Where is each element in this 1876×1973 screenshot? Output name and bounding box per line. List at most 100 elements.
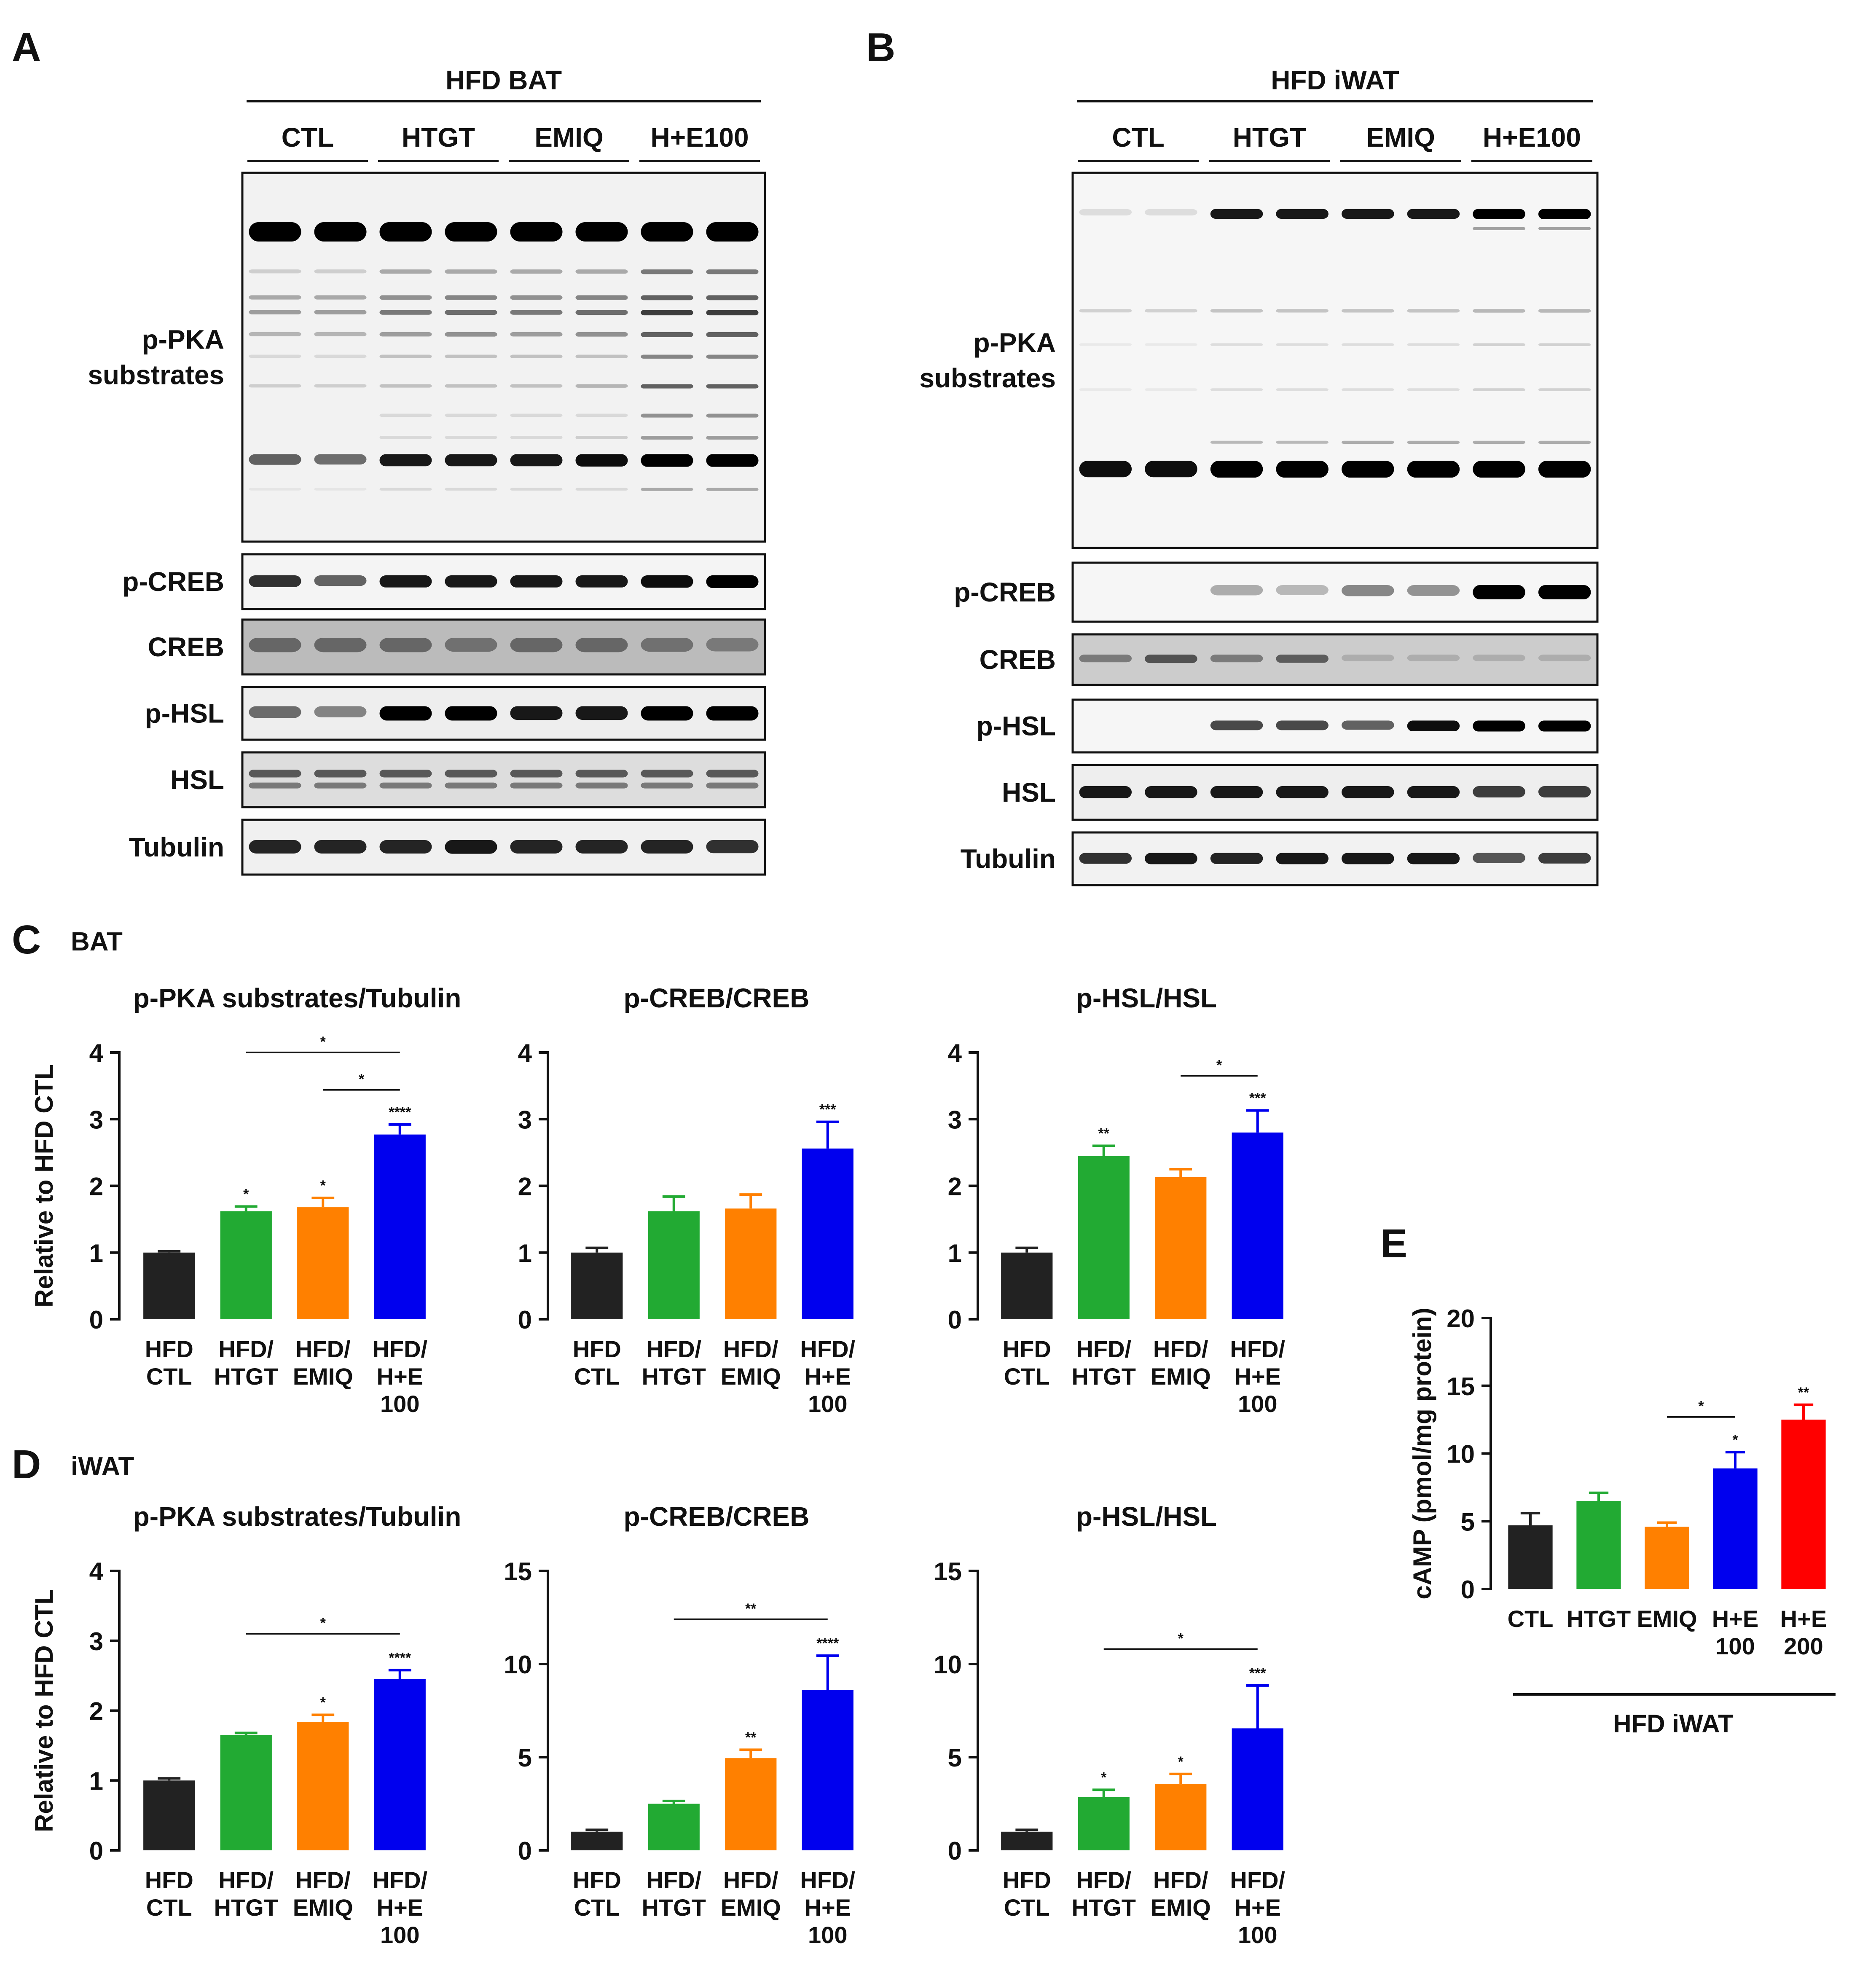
blot-band bbox=[641, 782, 693, 789]
significance-mark: **** bbox=[389, 1104, 411, 1120]
blot-band bbox=[575, 575, 628, 588]
y-tick-label: 4 bbox=[89, 1039, 104, 1067]
blot-band bbox=[706, 295, 759, 301]
y-tick-label: 15 bbox=[504, 1557, 532, 1586]
blot-band bbox=[314, 310, 367, 314]
bar bbox=[725, 1208, 777, 1319]
blot-band bbox=[379, 840, 432, 854]
significance-mark: * bbox=[1732, 1432, 1738, 1448]
blot-band bbox=[379, 770, 432, 778]
x-tick-label: HFD bbox=[573, 1336, 621, 1362]
blot-band bbox=[510, 310, 563, 315]
blot-band bbox=[510, 454, 563, 467]
blot-band bbox=[1407, 343, 1460, 346]
group-label: EMIQ bbox=[534, 122, 604, 153]
blot-label: p-HSL bbox=[145, 698, 224, 729]
blot-band bbox=[1407, 655, 1460, 661]
blot-band bbox=[249, 354, 301, 358]
y-tick-label: 2 bbox=[89, 1173, 103, 1201]
panel-letter: B bbox=[866, 25, 895, 70]
blot-band bbox=[445, 706, 497, 721]
x-tick-label: H+E bbox=[1235, 1363, 1281, 1390]
bar bbox=[802, 1148, 853, 1319]
y-axis-label: Relative to HFD CTL bbox=[30, 1589, 58, 1832]
x-tick-label: HFD bbox=[573, 1867, 621, 1893]
chart-title: p-CREB/CREB bbox=[624, 983, 810, 1013]
blot-band bbox=[445, 782, 497, 789]
blot-band bbox=[1210, 585, 1263, 596]
x-tick-label: H+E bbox=[805, 1363, 851, 1390]
y-tick-label: 1 bbox=[518, 1239, 532, 1267]
blot-band bbox=[706, 354, 759, 359]
blot-band bbox=[1407, 309, 1460, 313]
blot-band bbox=[1276, 309, 1328, 313]
blot-frame bbox=[241, 618, 766, 676]
bar bbox=[571, 1252, 623, 1319]
x-tick-label: HFD bbox=[145, 1336, 193, 1362]
blot-band bbox=[1145, 655, 1197, 663]
blot-band bbox=[575, 706, 628, 720]
bar bbox=[571, 1831, 623, 1850]
blot-band bbox=[706, 488, 759, 491]
blot-label: Tubulin bbox=[961, 844, 1056, 874]
blot-band bbox=[379, 413, 432, 417]
blot-band bbox=[1342, 309, 1394, 313]
blot-band bbox=[1473, 461, 1525, 478]
blot-band bbox=[706, 269, 759, 274]
blot-header: HFD BAT bbox=[446, 65, 562, 95]
blot-label: p-PKA bbox=[142, 325, 224, 355]
y-tick-label: 3 bbox=[89, 1627, 103, 1656]
blot-band bbox=[249, 222, 301, 242]
blot-band bbox=[314, 575, 367, 586]
blot-band bbox=[379, 706, 432, 721]
blot-band bbox=[1473, 720, 1525, 732]
blot-band bbox=[379, 269, 432, 274]
significance-mark: *** bbox=[1249, 1665, 1266, 1681]
blot-band bbox=[314, 488, 367, 491]
blot-band bbox=[1538, 655, 1591, 661]
blot-band bbox=[641, 770, 693, 778]
x-tick-label: HTGT bbox=[214, 1894, 278, 1921]
blot-band bbox=[1342, 585, 1394, 596]
blot-band bbox=[575, 384, 628, 388]
bar bbox=[1155, 1784, 1207, 1850]
blot-band bbox=[249, 295, 301, 300]
x-tick-label: HTGT bbox=[642, 1894, 706, 1921]
blot-band bbox=[510, 384, 563, 388]
blot-band bbox=[1538, 309, 1591, 313]
blot-band bbox=[1473, 440, 1525, 444]
significance-mark: * bbox=[243, 1186, 249, 1203]
blot-band bbox=[641, 413, 693, 418]
panel-letter: D bbox=[12, 1442, 41, 1487]
blot-band bbox=[510, 706, 563, 720]
significance-mark: * bbox=[320, 1694, 326, 1710]
blot-strip: p-HSL bbox=[977, 698, 1599, 754]
blot-band bbox=[314, 222, 367, 242]
y-tick-label: 0 bbox=[948, 1306, 962, 1334]
y-tick-label: 1 bbox=[948, 1239, 962, 1267]
blot-band bbox=[706, 782, 759, 789]
blot-band bbox=[706, 384, 759, 389]
blot-strip: CREB bbox=[980, 633, 1599, 686]
blot-strip: p-CREB bbox=[122, 553, 766, 610]
blot-band bbox=[314, 770, 367, 778]
blot-band bbox=[1145, 388, 1197, 391]
blot-band bbox=[510, 782, 563, 789]
x-tick-label: 100 bbox=[808, 1922, 847, 1948]
blot-band bbox=[1342, 853, 1394, 864]
y-axis-label: Relative to HFD CTL bbox=[30, 1064, 58, 1307]
blot-band bbox=[706, 436, 759, 440]
blot-band bbox=[379, 354, 432, 358]
blot-band bbox=[1538, 209, 1591, 219]
y-tick-label: 20 bbox=[1447, 1305, 1475, 1333]
y-tick-label: 3 bbox=[89, 1106, 103, 1134]
panel-letter: C bbox=[12, 917, 41, 962]
blot-band bbox=[249, 332, 301, 336]
x-tick-label: HFD/ bbox=[295, 1336, 351, 1362]
blot-band bbox=[445, 488, 497, 491]
blot-band bbox=[379, 295, 432, 300]
blot-band bbox=[706, 638, 759, 652]
